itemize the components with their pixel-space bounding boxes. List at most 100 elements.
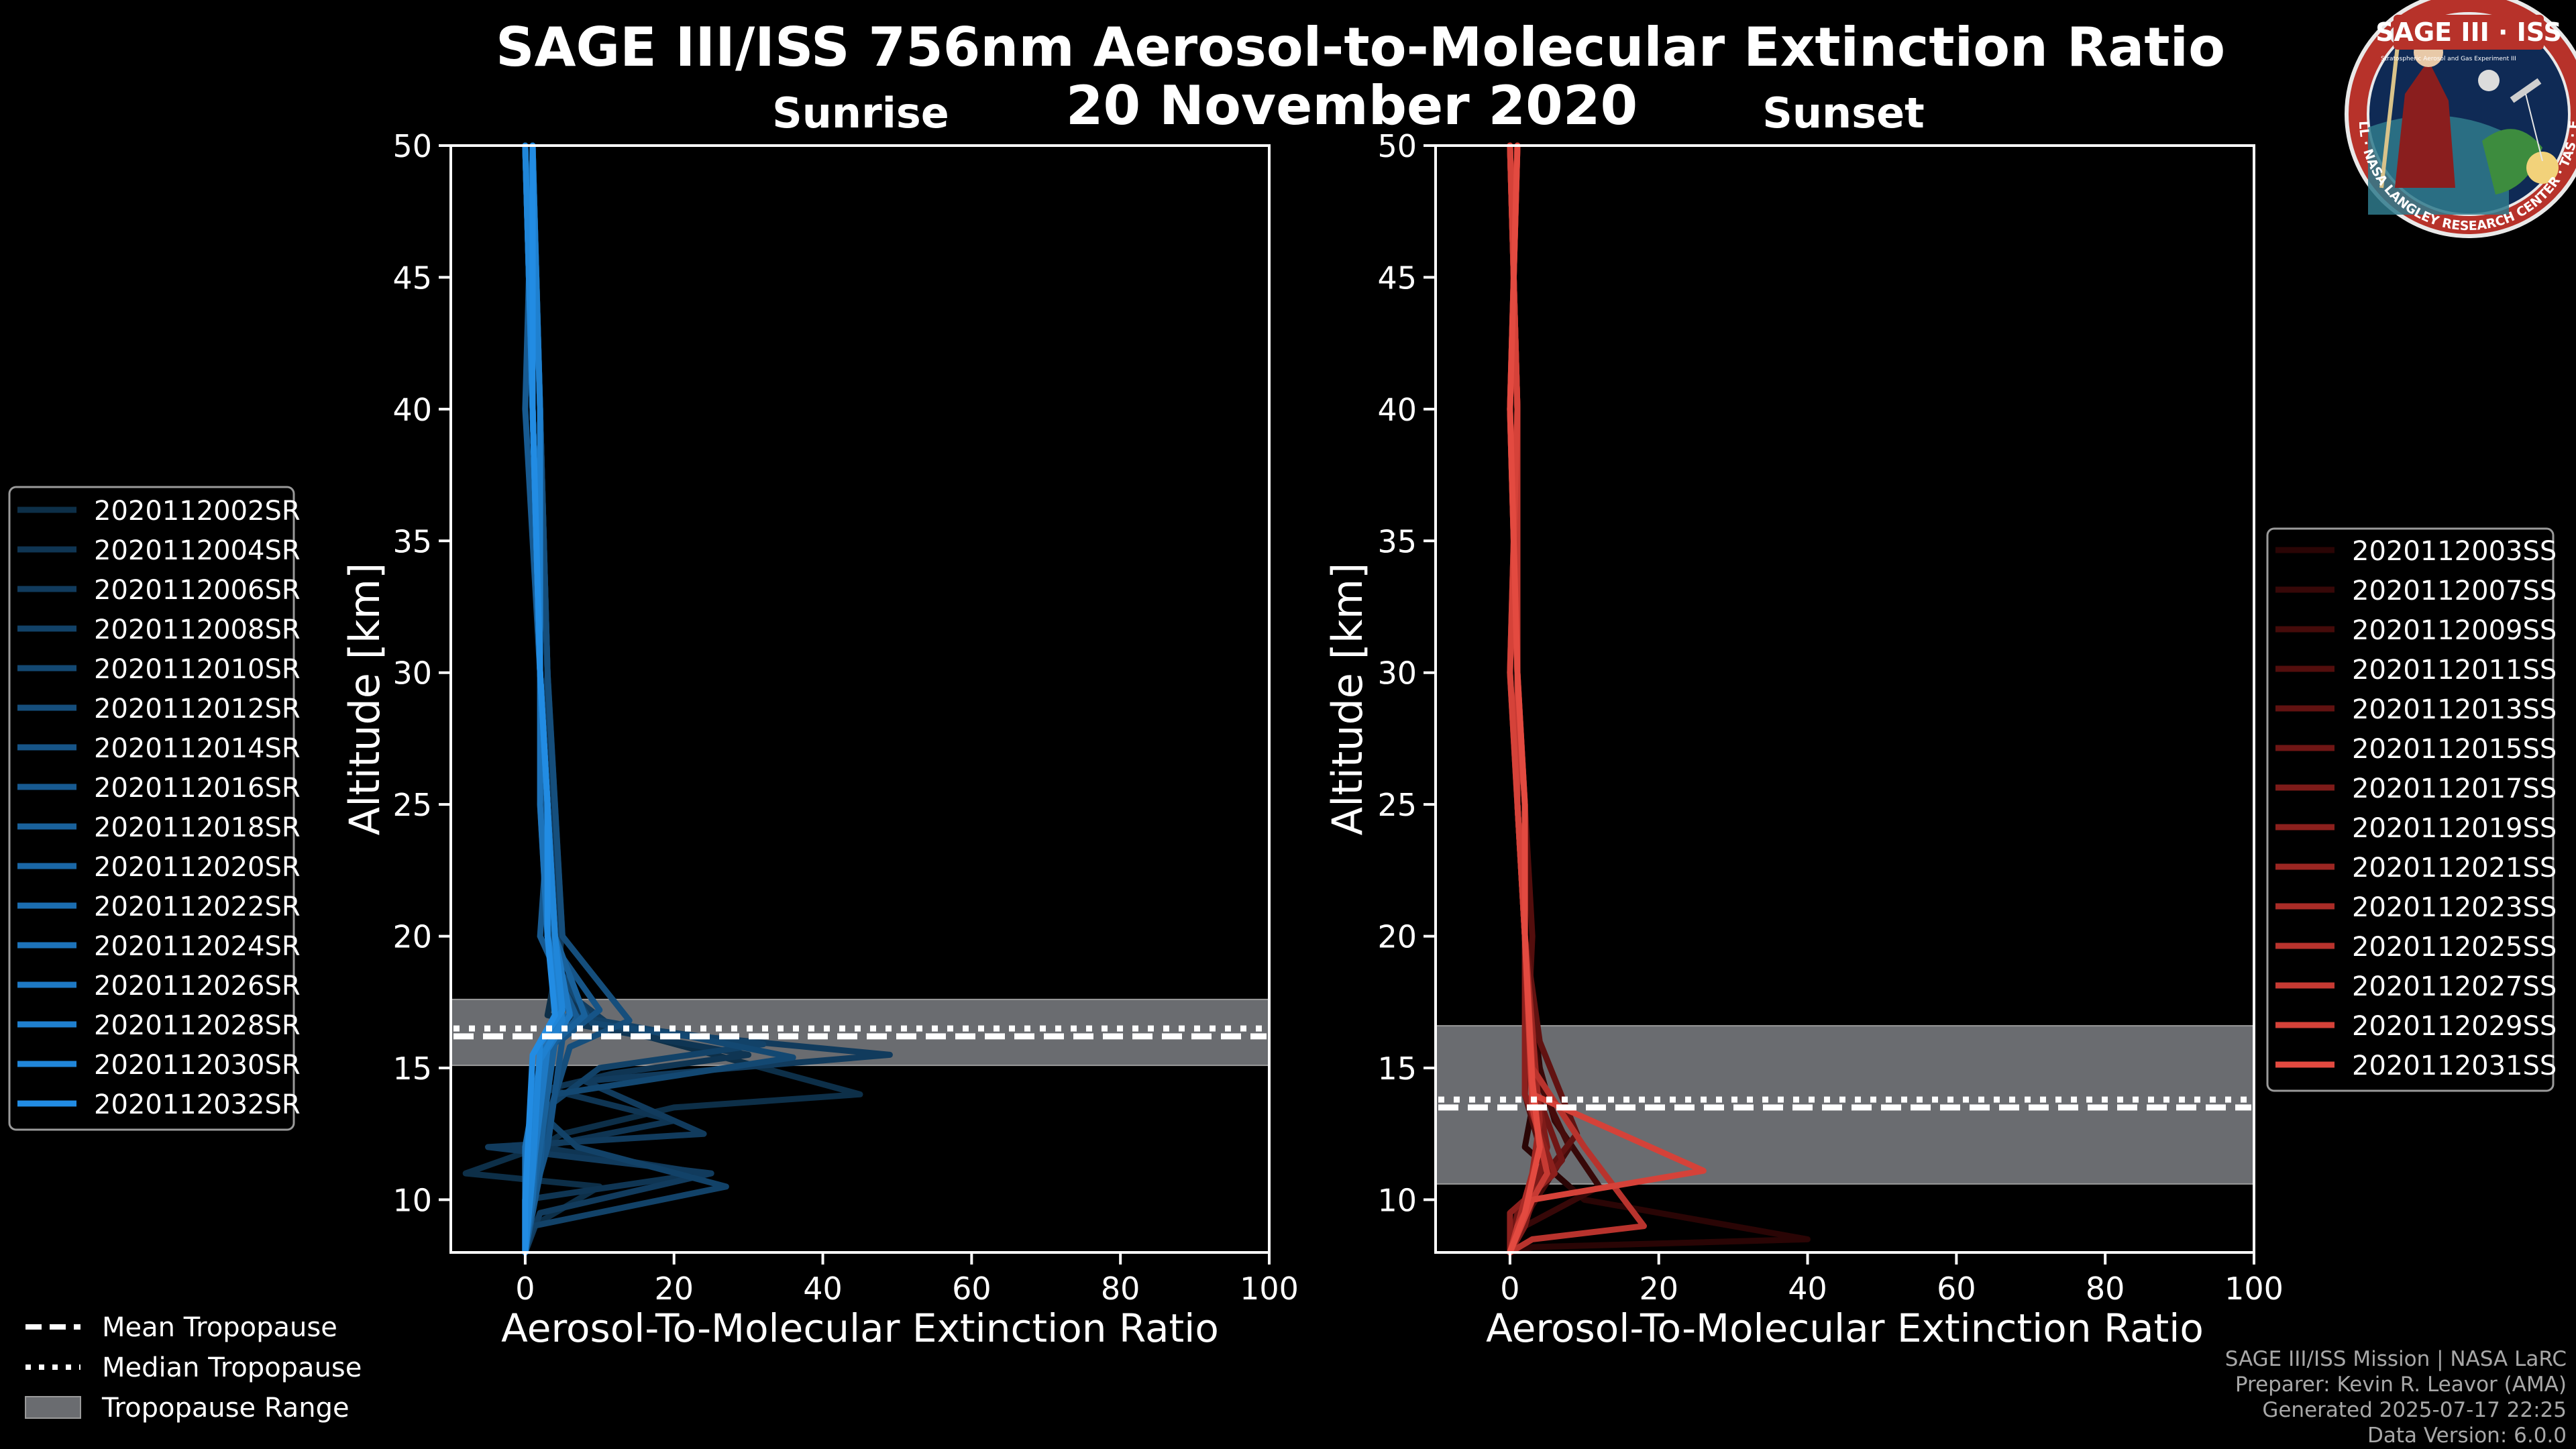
sunset-legend-label-2020112015SS: 2020112015SS bbox=[2352, 734, 2557, 765]
logo-figure-robe bbox=[2395, 60, 2455, 188]
sunrise-legend-label-2020112004SR: 2020112004SR bbox=[94, 535, 301, 566]
sunset-xtick-label-80: 80 bbox=[2086, 1271, 2125, 1307]
figure-date: 20 November 2020 bbox=[1066, 74, 1638, 137]
sunset-plot-frame bbox=[1434, 144, 2255, 1254]
sunrise-xtick-label-60: 60 bbox=[952, 1271, 991, 1307]
sunset-xtick-label-0: 0 bbox=[1500, 1271, 1519, 1307]
sunset-ytick-label-45: 45 bbox=[1377, 260, 1417, 296]
tropopause-range-label: Tropopause Range bbox=[101, 1393, 350, 1424]
footer-mission: SAGE III/ISS Mission | NASA LaRC bbox=[2225, 1347, 2567, 1371]
logo-sun bbox=[2526, 152, 2559, 184]
sunset-ytick-label-15: 15 bbox=[1377, 1051, 1417, 1087]
sunset-legend-label-2020112013SS: 2020112013SS bbox=[2352, 694, 2557, 725]
sunset-x-axis-label: Aerosol-To-Molecular Extinction Ratio bbox=[1486, 1305, 2204, 1351]
sunset-ytick-label-30: 30 bbox=[1377, 655, 1417, 692]
sunset-legend-label-2020112011SS: 2020112011SS bbox=[2352, 655, 2557, 686]
logo-subtitle: Stratospheric Aerosol and Gas Experiment… bbox=[2381, 56, 2516, 62]
sunset-legend: 2020112003SS 2020112007SS 2020112009SS 2020… bbox=[2266, 527, 2557, 1092]
sunset-legend-label-2020112003SS: 2020112003SS bbox=[2352, 536, 2557, 567]
sunset-ytick-label-20: 20 bbox=[1377, 919, 1417, 955]
sunset-legend-frame bbox=[2266, 527, 2555, 1092]
sunrise-legend-label-2020112020SR: 2020112020SR bbox=[94, 852, 301, 883]
tropopause-range-swatch bbox=[25, 1396, 81, 1419]
sunrise-y-ticks: 10 15 20 25 30 35 40 45 50 bbox=[392, 128, 451, 1218]
sunrise-ytick-label-50: 50 bbox=[392, 128, 432, 164]
logo-sight-line bbox=[2525, 93, 2543, 162]
sunrise-x-ticks: 0 20 40 60 80 100 bbox=[515, 1252, 1299, 1307]
logo-iss bbox=[2510, 78, 2542, 103]
sunset-ytick-label-35: 35 bbox=[1377, 523, 1417, 559]
sunset-legend-label-2020112019SS: 2020112019SS bbox=[2352, 813, 2557, 844]
footer-generated: Generated 2025-07-17 22:25 bbox=[2262, 1398, 2567, 1422]
sunrise-ytick-label-45: 45 bbox=[392, 260, 432, 296]
sunset-panel-title: Sunset bbox=[1762, 89, 1925, 138]
sunrise-plot-frame bbox=[449, 144, 1271, 1254]
mean-tropopause-label: Mean Tropopause bbox=[102, 1312, 337, 1343]
sunset-legend-label-2020112009SS: 2020112009SS bbox=[2352, 615, 2557, 646]
sunrise-legend-label-2020112026SR: 2020112026SR bbox=[94, 971, 301, 1002]
tropopause-legend: Mean Tropopause Median Tropopause Tropop… bbox=[25, 1312, 362, 1424]
sunrise-series-group bbox=[462, 142, 893, 1256]
footer-preparer: Preparer: Kevin R. Leavor (AMA) bbox=[2235, 1373, 2567, 1397]
sunrise-xtick-label-40: 40 bbox=[803, 1271, 843, 1307]
logo-staff bbox=[2379, 40, 2400, 189]
sunrise-legend-label-2020112030SR: 2020112030SR bbox=[94, 1050, 301, 1081]
sunset-legend-label-2020112017SS: 2020112017SS bbox=[2352, 773, 2557, 804]
sunset-ytick-label-25: 25 bbox=[1377, 787, 1417, 823]
sunrise-xtick-label-20: 20 bbox=[654, 1271, 694, 1307]
footer-data-version: Data Version: 6.0.0 bbox=[2367, 1424, 2567, 1448]
sunset-y-axis-label: Altitude [km] bbox=[1323, 563, 1372, 836]
sunrise-legend-label-2020112012SR: 2020112012SR bbox=[94, 694, 301, 724]
sunrise-legend-label-2020112002SR: 2020112002SR bbox=[94, 496, 301, 527]
sunrise-xtick-label-100: 100 bbox=[1240, 1271, 1299, 1307]
sunset-legend-label-2020112021SS: 2020112021SS bbox=[2352, 853, 2557, 883]
sunrise-ytick-label-15: 15 bbox=[392, 1051, 432, 1087]
sunrise-xtick-label-0: 0 bbox=[515, 1271, 535, 1307]
logo-title-banner bbox=[2394, 15, 2544, 50]
sunrise-series-2020112032SR bbox=[522, 142, 558, 1256]
sunrise-y-axis-label: Altitude [km] bbox=[340, 563, 389, 836]
sunset-series-2020112031SS bbox=[1507, 142, 1543, 1256]
sunset-ytick-label-50: 50 bbox=[1377, 128, 1417, 164]
sunrise-ytick-label-10: 10 bbox=[392, 1182, 432, 1218]
sunrise-legend-label-2020112010SR: 2020112010SR bbox=[94, 654, 301, 685]
sunset-xtick-label-100: 100 bbox=[2224, 1271, 2284, 1307]
sunrise-legend-label-2020112022SR: 2020112022SR bbox=[94, 892, 301, 922]
logo-continent-shape bbox=[2482, 129, 2542, 195]
sunrise-legend-label-2020112016SR: 2020112016SR bbox=[94, 773, 301, 804]
sunrise-ytick-label-20: 20 bbox=[392, 919, 432, 955]
sunrise-x-axis-label: Aerosol-To-Molecular Extinction Ratio bbox=[501, 1305, 1219, 1351]
sunrise-legend-label-2020112014SR: 2020112014SR bbox=[94, 733, 301, 764]
median-tropopause-label: Median Tropopause bbox=[102, 1352, 362, 1383]
sunrise-ytick-label-30: 30 bbox=[392, 655, 432, 692]
sunrise-legend-label-2020112008SR: 2020112008SR bbox=[94, 614, 301, 645]
sunrise-panel-title: Sunrise bbox=[772, 89, 949, 138]
sunrise-legend-label-2020112032SR: 2020112032SR bbox=[94, 1089, 301, 1120]
sunset-series-group bbox=[1507, 142, 1811, 1256]
footer-credits: SAGE III/ISS Mission | NASA LaRC Prepare… bbox=[2225, 1347, 2567, 1448]
logo-moon bbox=[2478, 70, 2500, 91]
sunset-x-ticks: 0 20 40 60 80 100 bbox=[1500, 1252, 2284, 1307]
sunset-plot: 10 15 20 25 30 35 40 45 50 0 20 40 60 80 100 Altitude… bbox=[1323, 128, 2284, 1351]
sunrise-legend-label-2020112028SR: 2020112028SR bbox=[94, 1010, 301, 1041]
sunrise-legend-frame bbox=[8, 486, 295, 1131]
sunrise-legend-label-2020112024SR: 2020112024SR bbox=[94, 931, 301, 962]
sage-iii-iss-logo: SAGE III · ISS Stratospheric Aerosol and… bbox=[2345, 0, 2576, 238]
sunset-legend-label-2020112007SS: 2020112007SS bbox=[2352, 576, 2557, 606]
logo-title: SAGE III · ISS bbox=[2375, 17, 2562, 47]
sunrise-ytick-label-40: 40 bbox=[392, 392, 432, 428]
sunrise-legend: 2020112002SR 2020112004SR 2020112006SR 2020… bbox=[8, 486, 301, 1131]
sunrise-ytick-label-25: 25 bbox=[392, 787, 432, 823]
sunrise-xtick-label-80: 80 bbox=[1101, 1271, 1140, 1307]
sunrise-ytick-label-35: 35 bbox=[392, 523, 432, 559]
sunrise-legend-label-2020112018SR: 2020112018SR bbox=[94, 812, 301, 843]
sunset-xtick-label-40: 40 bbox=[1788, 1271, 1827, 1307]
sunset-legend-label-2020112027SS: 2020112027SS bbox=[2352, 971, 2557, 1002]
sunrise-plot-area bbox=[451, 146, 1269, 1252]
sunset-legend-label-2020112031SS: 2020112031SS bbox=[2352, 1051, 2557, 1081]
figure-title: SAGE III/ISS 756nm Aerosol-to-Molecular … bbox=[496, 16, 2225, 78]
sunrise-legend-label-2020112006SR: 2020112006SR bbox=[94, 575, 301, 606]
sunset-legend-label-2020112029SS: 2020112029SS bbox=[2352, 1011, 2557, 1042]
sunset-xtick-label-60: 60 bbox=[1937, 1271, 1976, 1307]
